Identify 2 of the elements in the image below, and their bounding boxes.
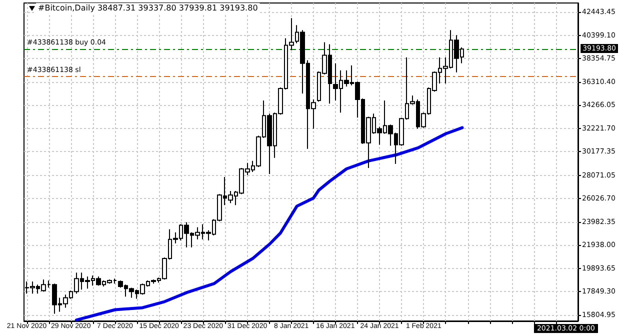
chart-title: #Bitcoin,Daily 38487.31 39337.80 37939.81 39193.80 (38, 4, 258, 12)
line-series (74, 126, 464, 322)
